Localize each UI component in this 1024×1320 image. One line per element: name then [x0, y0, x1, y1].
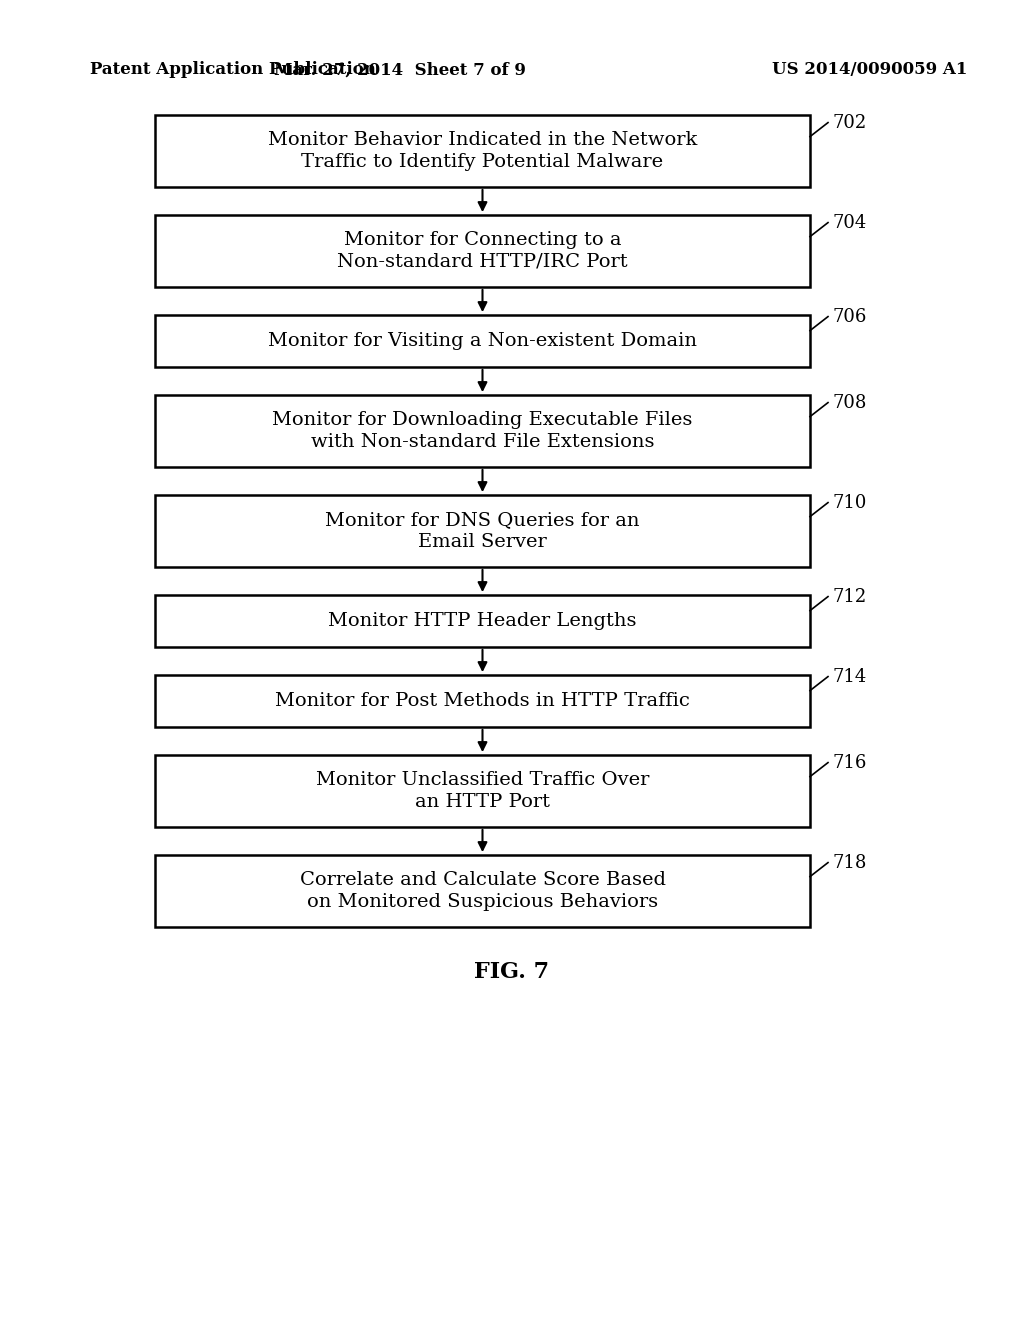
Bar	[155, 215, 810, 286]
Text: Monitor for Visiting a Non-existent Domain: Monitor for Visiting a Non-existent Doma…	[268, 333, 697, 350]
Text: 708: 708	[831, 393, 866, 412]
Text: 710: 710	[831, 494, 866, 512]
Bar	[155, 855, 810, 927]
Text: Monitor HTTP Header Lengths: Monitor HTTP Header Lengths	[329, 612, 637, 630]
Text: Traffic to Identify Potential Malware: Traffic to Identify Potential Malware	[301, 153, 664, 172]
Text: FIG. 7: FIG. 7	[474, 961, 550, 983]
Text: 712: 712	[831, 587, 866, 606]
Text: Monitor for Post Methods in HTTP Traffic: Monitor for Post Methods in HTTP Traffic	[275, 692, 690, 710]
Bar	[155, 115, 810, 187]
Bar	[155, 495, 810, 568]
Bar	[155, 755, 810, 828]
Text: 716: 716	[831, 754, 866, 772]
Bar	[155, 595, 810, 647]
Text: Monitor for DNS Queries for an: Monitor for DNS Queries for an	[326, 511, 640, 529]
Bar	[155, 315, 810, 367]
Text: on Monitored Suspicious Behaviors: on Monitored Suspicious Behaviors	[307, 894, 658, 911]
Text: Monitor Behavior Indicated in the Network: Monitor Behavior Indicated in the Networ…	[268, 131, 697, 149]
Text: 714: 714	[831, 668, 866, 685]
Text: 706: 706	[831, 308, 866, 326]
Bar	[155, 395, 810, 467]
Text: Mar. 27, 2014  Sheet 7 of 9: Mar. 27, 2014 Sheet 7 of 9	[274, 62, 526, 78]
Text: 702: 702	[831, 114, 866, 132]
Text: Correlate and Calculate Score Based: Correlate and Calculate Score Based	[299, 871, 666, 888]
Text: US 2014/0090059 A1: US 2014/0090059 A1	[772, 62, 968, 78]
Text: Non-standard HTTP/IRC Port: Non-standard HTTP/IRC Port	[337, 253, 628, 271]
Text: Monitor Unclassified Traffic Over: Monitor Unclassified Traffic Over	[315, 771, 649, 789]
Text: Monitor for Downloading Executable Files: Monitor for Downloading Executable Files	[272, 411, 692, 429]
Bar	[155, 675, 810, 727]
Text: Monitor for Connecting to a: Monitor for Connecting to a	[344, 231, 622, 249]
Text: 718: 718	[831, 854, 866, 871]
Text: Patent Application Publication: Patent Application Publication	[90, 62, 376, 78]
Text: an HTTP Port: an HTTP Port	[415, 793, 550, 810]
Text: Email Server: Email Server	[418, 533, 547, 550]
Text: with Non-standard File Extensions: with Non-standard File Extensions	[310, 433, 654, 451]
Text: 704: 704	[831, 214, 866, 231]
